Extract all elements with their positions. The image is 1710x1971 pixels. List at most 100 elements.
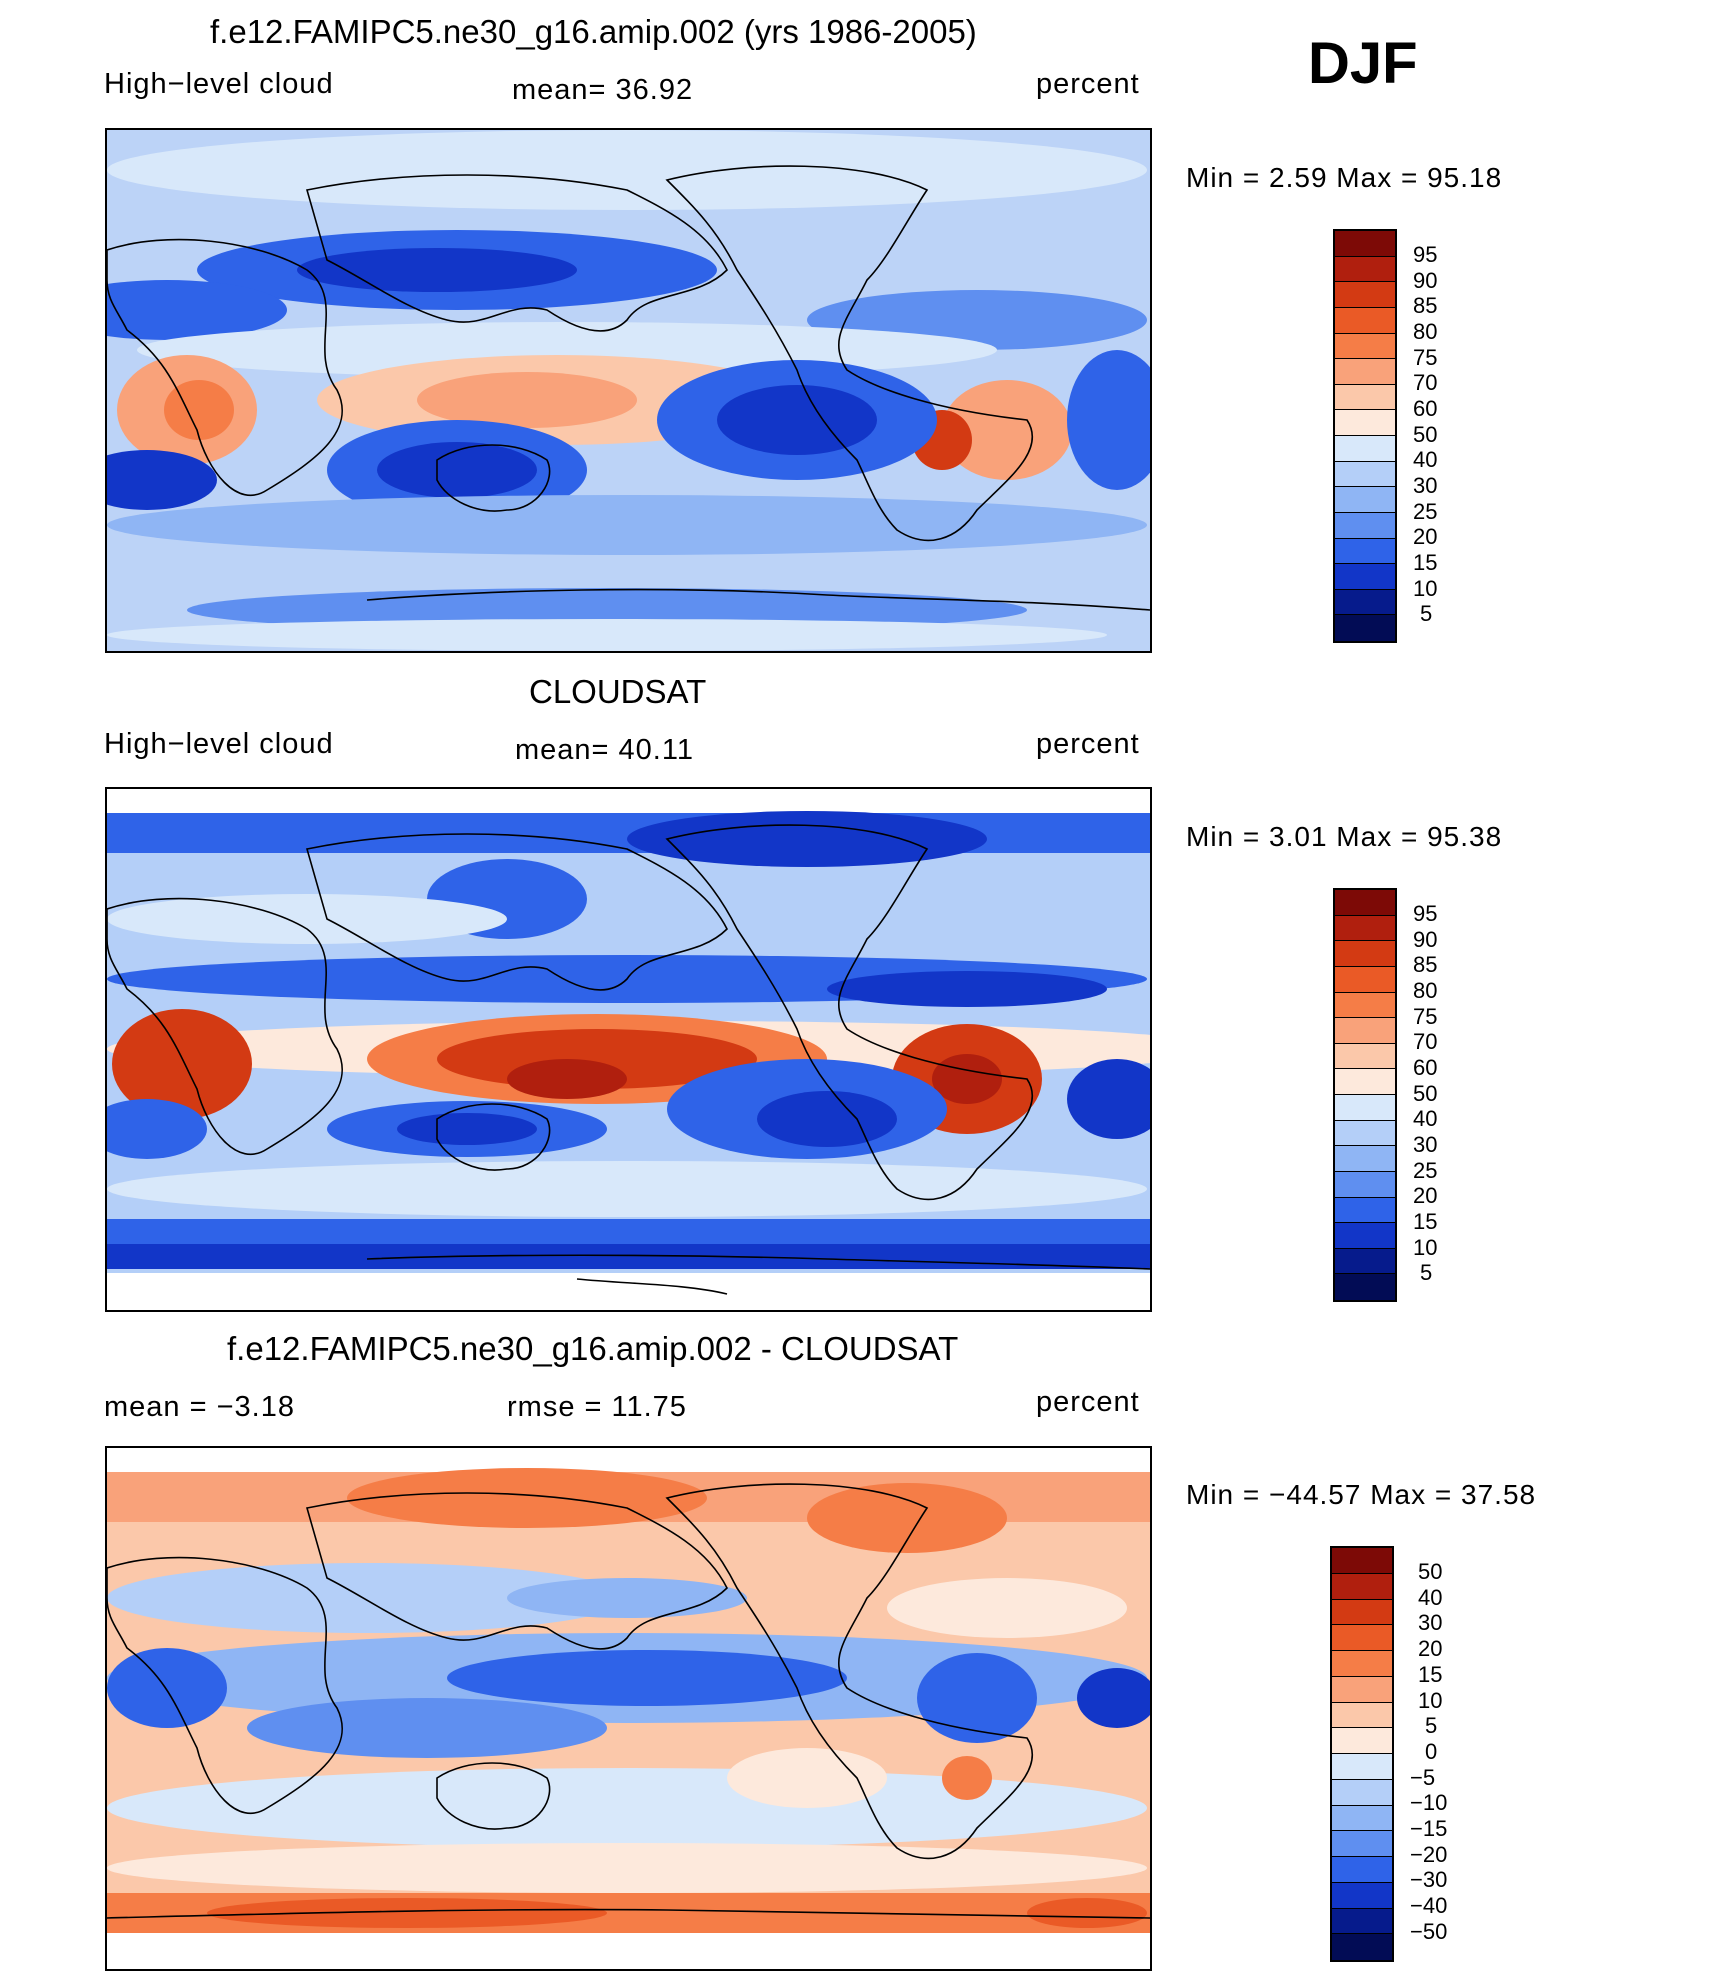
colorbar-swatch xyxy=(1335,461,1395,488)
colorbar-tick-label: 90 xyxy=(1413,268,1438,293)
panel-1-units-label: percent xyxy=(1036,68,1140,100)
colorbar-swatch xyxy=(1335,256,1395,283)
colorbar-swatch xyxy=(1335,589,1395,616)
colorbar-tick-label: −30 xyxy=(1410,1867,1448,1892)
colorbar-tick-label: 95 xyxy=(1413,901,1438,926)
colorbar-tick-label: 15 xyxy=(1413,1209,1438,1234)
season-label: DJF xyxy=(1308,31,1418,96)
colorbar-tick-label: 40 xyxy=(1413,447,1438,472)
colorbar-swatch xyxy=(1335,564,1395,590)
colorbar-tick-label: 95 xyxy=(1413,242,1438,267)
colorbar-tick-label: 5 xyxy=(1420,601,1433,626)
colorbar-tick-label: 90 xyxy=(1413,927,1438,952)
panel-2-variable-label: High−level cloud xyxy=(104,728,334,760)
colorbar-swatch xyxy=(1335,1171,1395,1198)
colorbar-tick-label: 50 xyxy=(1418,1559,1443,1584)
colorbar-tick-label: −10 xyxy=(1410,1790,1448,1815)
colorbar-swatch xyxy=(1335,1069,1395,1095)
colorbar-swatch xyxy=(1335,1043,1395,1070)
panel-2-units-label: percent xyxy=(1036,728,1140,760)
panel-2-title: CLOUDSAT xyxy=(529,673,707,710)
colorbar-swatch xyxy=(1332,1908,1392,1935)
colorbar-swatch xyxy=(1335,890,1395,916)
colorbar-swatch xyxy=(1335,1095,1395,1121)
panel-1-map-field xyxy=(107,130,1150,651)
colorbar-tick-label: 15 xyxy=(1413,550,1438,575)
panel-2-minmax-label: Min = 3.01 Max = 95.38 xyxy=(1186,821,1503,852)
panel-3-minmax-label: Min = −44.57 Max = 37.58 xyxy=(1186,1479,1537,1510)
colorbar-swatch xyxy=(1335,941,1395,967)
colorbar-tick-label: 50 xyxy=(1413,1081,1438,1106)
panel-1-minmax-label: Min = 2.59 Max = 95.18 xyxy=(1186,162,1503,193)
colorbar-swatch xyxy=(1332,1882,1392,1909)
colorbar-swatch xyxy=(1332,1934,1392,1960)
colorbar-swatch xyxy=(1335,359,1395,385)
colorbar-swatch xyxy=(1335,436,1395,462)
panel-1-variable-label: High−level cloud xyxy=(104,68,334,100)
colorbar-swatch xyxy=(1335,1120,1395,1147)
panel-1-title: f.e12.FAMIPC5.ne30_g16.amip.002 (yrs 198… xyxy=(210,13,977,50)
colorbar-swatch xyxy=(1332,1676,1392,1703)
colorbar-tick-label: 60 xyxy=(1413,1055,1438,1080)
panel-1-colorbar xyxy=(1333,229,1397,643)
panel-2-map xyxy=(105,787,1152,1312)
colorbar-tick-label: 10 xyxy=(1418,1688,1443,1713)
colorbar-tick-label: −20 xyxy=(1410,1842,1448,1867)
colorbar-swatch xyxy=(1335,512,1395,539)
colorbar-tick-label: 5 xyxy=(1420,1260,1433,1285)
colorbar-swatch xyxy=(1335,487,1395,513)
panel-2-map-field xyxy=(107,811,1150,1295)
colorbar-swatch xyxy=(1335,915,1395,942)
panel-3-mean-label: mean = −3.18 xyxy=(104,1391,295,1423)
colorbar-swatch xyxy=(1335,966,1395,993)
panel-3-map-field xyxy=(107,1468,1150,1933)
colorbar-tick-label: 40 xyxy=(1418,1585,1443,1610)
colorbar-swatch xyxy=(1335,538,1395,565)
colorbar-swatch xyxy=(1332,1651,1392,1677)
colorbar-tick-label: −40 xyxy=(1410,1893,1448,1918)
colorbar-swatch xyxy=(1335,1018,1395,1044)
colorbar-tick-label: 75 xyxy=(1413,345,1438,370)
colorbar-tick-label: 75 xyxy=(1413,1004,1438,1029)
colorbar-swatch xyxy=(1335,1223,1395,1249)
colorbar-tick-label: 15 xyxy=(1418,1662,1443,1687)
colorbar-tick-label: 85 xyxy=(1413,293,1438,318)
colorbar-swatch xyxy=(1335,1274,1395,1300)
colorbar-swatch xyxy=(1335,307,1395,334)
colorbar-tick-label: 60 xyxy=(1413,396,1438,421)
colorbar-tick-label: 80 xyxy=(1413,319,1438,344)
colorbar-swatch xyxy=(1332,1754,1392,1780)
colorbar-tick-label: 25 xyxy=(1413,1158,1438,1183)
colorbar-swatch xyxy=(1335,333,1395,360)
panel-2-colorbar xyxy=(1333,888,1397,1302)
colorbar-tick-label: −15 xyxy=(1410,1816,1448,1841)
colorbar-tick-label: 0 xyxy=(1425,1739,1438,1764)
panel-1-map xyxy=(105,128,1152,653)
panel-3-title: f.e12.FAMIPC5.ne30_g16.amip.002 - CLOUDS… xyxy=(227,1330,959,1367)
panel-3-units-label: percent xyxy=(1036,1386,1140,1418)
panel-3-map xyxy=(105,1446,1152,1971)
colorbar-swatch xyxy=(1335,410,1395,436)
colorbar-tick-label: 20 xyxy=(1413,1183,1438,1208)
colorbar-swatch xyxy=(1335,384,1395,411)
colorbar-swatch xyxy=(1332,1728,1392,1754)
colorbar-swatch xyxy=(1332,1599,1392,1626)
colorbar-swatch xyxy=(1335,282,1395,308)
colorbar-swatch xyxy=(1332,1805,1392,1832)
colorbar-tick-label: 70 xyxy=(1413,1029,1438,1054)
colorbar-swatch xyxy=(1332,1779,1392,1806)
colorbar-swatch xyxy=(1335,1146,1395,1172)
colorbar-tick-label: 30 xyxy=(1413,1132,1438,1157)
colorbar-swatch xyxy=(1335,615,1395,641)
colorbar-swatch xyxy=(1335,992,1395,1019)
colorbar-tick-label: 5 xyxy=(1425,1713,1438,1738)
colorbar-swatch xyxy=(1332,1625,1392,1651)
colorbar-tick-label: 85 xyxy=(1413,952,1438,977)
colorbar-tick-label: 20 xyxy=(1418,1636,1443,1661)
panel-3-rmse-label: rmse = 11.75 xyxy=(507,1391,687,1423)
colorbar-tick-label: 70 xyxy=(1413,370,1438,395)
colorbar-tick-label: −5 xyxy=(1410,1765,1436,1790)
panel-1-mean-label: mean= 36.92 xyxy=(512,74,694,106)
colorbar-swatch xyxy=(1335,1248,1395,1275)
colorbar-swatch xyxy=(1332,1702,1392,1729)
